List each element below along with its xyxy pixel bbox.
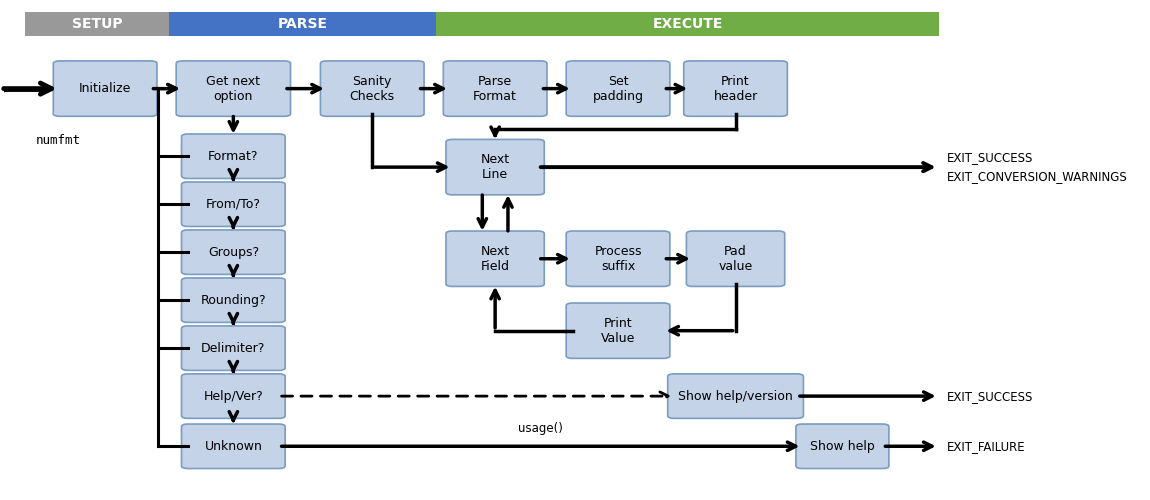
Text: Print
Value: Print Value [600, 316, 635, 344]
FancyBboxPatch shape [182, 134, 285, 178]
FancyBboxPatch shape [182, 424, 285, 469]
Text: Pad
value: Pad value [719, 244, 753, 272]
Text: Next
Field: Next Field [481, 244, 509, 272]
Text: EXIT_CONVERSION_WARNINGS: EXIT_CONVERSION_WARNINGS [948, 170, 1128, 183]
Text: Get next
option: Get next option [206, 74, 260, 102]
Text: Parse
Format: Parse Format [473, 74, 518, 102]
FancyBboxPatch shape [182, 182, 285, 226]
Bar [436, 12, 938, 36]
FancyBboxPatch shape [684, 61, 788, 116]
Text: Show help: Show help [810, 440, 875, 453]
FancyBboxPatch shape [446, 231, 544, 286]
Text: numfmt: numfmt [36, 134, 80, 147]
FancyBboxPatch shape [182, 326, 285, 370]
Text: Set
padding: Set padding [592, 74, 644, 102]
FancyBboxPatch shape [182, 278, 285, 322]
Bar [25, 12, 169, 36]
Text: Rounding?: Rounding? [200, 294, 266, 306]
FancyBboxPatch shape [443, 61, 547, 116]
Text: Sanity
Checks: Sanity Checks [350, 74, 394, 102]
Text: SETUP: SETUP [71, 18, 122, 32]
FancyBboxPatch shape [687, 231, 784, 286]
Text: Help/Ver?: Help/Ver? [204, 390, 263, 402]
FancyBboxPatch shape [176, 61, 291, 116]
FancyBboxPatch shape [566, 231, 669, 286]
Text: Print
header: Print header [713, 74, 758, 102]
FancyBboxPatch shape [566, 303, 669, 358]
Text: Process
suffix: Process suffix [595, 244, 642, 272]
FancyBboxPatch shape [446, 140, 544, 195]
Text: EXECUTE: EXECUTE [652, 18, 722, 32]
Text: Delimiter?: Delimiter? [201, 342, 266, 354]
Text: Initialize: Initialize [79, 82, 131, 95]
FancyBboxPatch shape [53, 61, 156, 116]
FancyBboxPatch shape [668, 374, 804, 418]
Bar [169, 12, 436, 36]
Text: Unknown: Unknown [205, 440, 262, 453]
Text: Format?: Format? [208, 150, 259, 162]
Text: Groups?: Groups? [208, 246, 259, 258]
Text: Next
Line: Next Line [481, 153, 509, 181]
FancyBboxPatch shape [566, 61, 669, 116]
Text: EXIT_FAILURE: EXIT_FAILURE [948, 440, 1026, 453]
FancyBboxPatch shape [182, 230, 285, 274]
Text: EXIT_SUCCESS: EXIT_SUCCESS [948, 151, 1034, 164]
Text: From/To?: From/To? [206, 198, 261, 210]
Text: EXIT_SUCCESS: EXIT_SUCCESS [948, 390, 1034, 402]
Text: Show help/version: Show help/version [678, 390, 794, 402]
Text: PARSE: PARSE [278, 18, 328, 32]
Text: usage(): usage() [519, 422, 564, 436]
FancyBboxPatch shape [321, 61, 424, 116]
FancyBboxPatch shape [796, 424, 889, 469]
FancyBboxPatch shape [182, 374, 285, 418]
